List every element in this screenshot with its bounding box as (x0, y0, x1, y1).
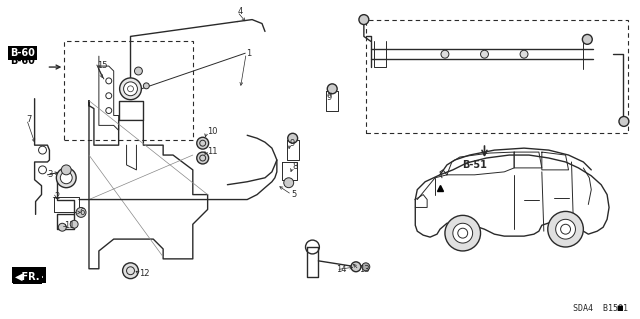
Circle shape (134, 67, 142, 75)
Text: 10: 10 (207, 127, 217, 136)
Circle shape (445, 215, 481, 251)
Text: B-60: B-60 (10, 56, 35, 66)
Circle shape (143, 83, 149, 89)
Circle shape (196, 152, 209, 164)
Text: 9: 9 (326, 93, 332, 102)
Circle shape (441, 50, 449, 58)
Circle shape (351, 262, 361, 272)
Circle shape (362, 263, 370, 271)
Text: 1: 1 (246, 49, 252, 58)
Text: B-60: B-60 (10, 48, 35, 58)
Circle shape (288, 133, 298, 143)
Circle shape (196, 137, 209, 149)
Circle shape (58, 223, 67, 231)
Circle shape (124, 82, 138, 96)
Circle shape (284, 178, 294, 188)
Circle shape (60, 172, 72, 184)
Text: 11: 11 (64, 221, 75, 230)
Text: 11: 11 (207, 147, 217, 156)
Circle shape (327, 84, 337, 94)
Text: 8: 8 (292, 162, 298, 171)
Text: ◀FR.: ◀FR. (15, 272, 40, 282)
Circle shape (582, 34, 592, 44)
Bar (366, 19, 628, 133)
Circle shape (481, 50, 488, 58)
Bar (64, 41, 193, 140)
Text: 12: 12 (140, 269, 150, 278)
Text: 4: 4 (237, 7, 243, 16)
Circle shape (76, 207, 86, 217)
Text: 9: 9 (290, 139, 295, 148)
Text: 14: 14 (336, 265, 347, 274)
Circle shape (548, 211, 584, 247)
Circle shape (56, 168, 76, 188)
Text: B-51: B-51 (462, 160, 487, 170)
Circle shape (520, 50, 528, 58)
Text: ■: ■ (616, 305, 623, 311)
Text: 7: 7 (27, 115, 32, 124)
Text: $\blacktriangleleft$FR.: $\blacktriangleleft$FR. (14, 269, 44, 281)
Text: 6: 6 (79, 208, 84, 217)
Circle shape (556, 219, 575, 239)
Circle shape (70, 220, 78, 228)
Text: 2: 2 (54, 192, 60, 201)
Circle shape (120, 78, 141, 100)
Circle shape (619, 116, 629, 126)
Text: SDA4  B1501: SDA4 B1501 (573, 304, 628, 313)
Text: 5: 5 (292, 190, 297, 199)
Circle shape (123, 263, 138, 278)
Circle shape (61, 165, 71, 175)
Text: 13: 13 (359, 265, 369, 274)
Circle shape (453, 223, 472, 243)
Text: 15: 15 (97, 61, 108, 70)
Circle shape (359, 15, 369, 25)
Text: 3: 3 (47, 170, 53, 179)
